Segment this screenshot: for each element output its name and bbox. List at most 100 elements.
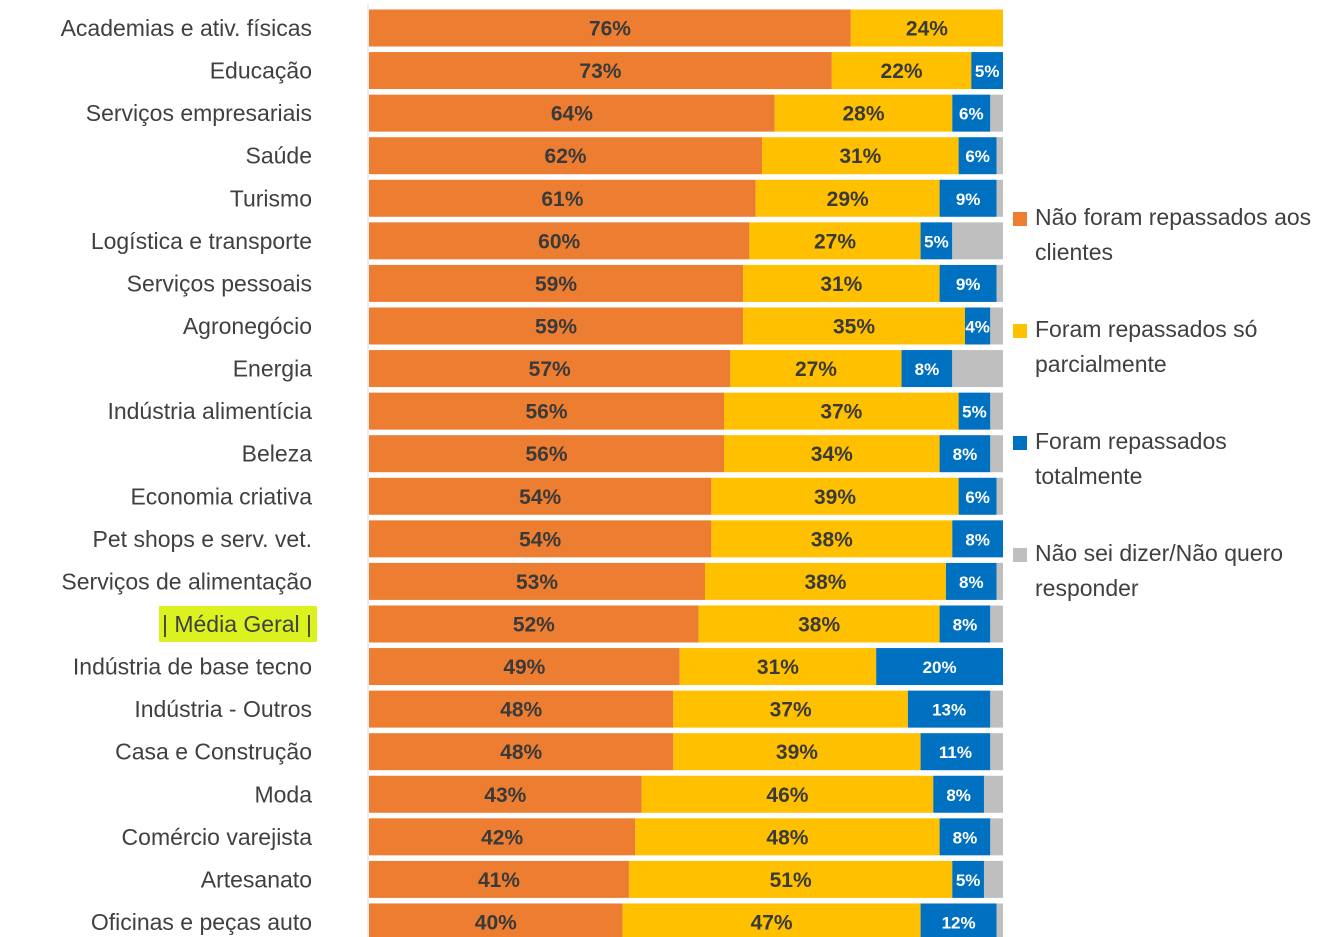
bar-segment xyxy=(907,690,991,728)
data-label: 8% xyxy=(959,573,984,592)
bar-segment xyxy=(971,52,1003,90)
bar-segment xyxy=(679,648,877,686)
category-label: Casa e Construção xyxy=(115,739,312,765)
category-label: Pet shops e serv. vet. xyxy=(93,526,312,552)
category-label: Artesanato xyxy=(201,866,312,892)
bar-segment xyxy=(369,9,851,47)
data-label: 9% xyxy=(956,275,981,294)
category-label: Serviços de alimentação xyxy=(61,568,312,594)
data-label: 40% xyxy=(475,911,517,934)
data-label: 64% xyxy=(551,103,593,126)
data-label: 38% xyxy=(811,528,853,551)
data-label: 54% xyxy=(519,528,561,551)
data-label: 6% xyxy=(965,147,990,166)
bar-segment xyxy=(990,605,1003,643)
bar-segment xyxy=(996,179,1003,217)
highlight xyxy=(158,605,317,642)
category-label: | Média Geral | xyxy=(162,611,312,637)
bar-segment xyxy=(996,264,1003,302)
data-label: 56% xyxy=(526,401,568,424)
data-label: 29% xyxy=(827,188,869,211)
bar-segment xyxy=(990,392,1003,430)
legend-item: Foram repassados totalmente xyxy=(1013,424,1323,536)
bar-segment xyxy=(945,562,997,600)
bar-segment xyxy=(850,9,1003,47)
category-label: Moda xyxy=(254,781,312,807)
category-label: Oficinas e peças auto xyxy=(91,909,312,935)
legend-label: Foram repassados totalmente xyxy=(1035,428,1227,489)
category-label: Agronegócio xyxy=(183,313,312,339)
category-label: Serviços pessoais xyxy=(127,270,312,296)
bar-segment xyxy=(711,520,953,558)
bar-segment xyxy=(952,222,1003,260)
data-label: 62% xyxy=(545,145,587,168)
category-label: Beleza xyxy=(242,441,313,467)
data-label: 8% xyxy=(953,445,978,464)
data-label: 5% xyxy=(962,403,987,422)
data-label: 41% xyxy=(478,869,520,892)
bar-segment xyxy=(939,179,997,217)
bar-segment xyxy=(724,392,959,430)
category-label: Indústria de base tecno xyxy=(73,654,312,680)
category-label: Economia criativa xyxy=(130,483,312,509)
data-label: 38% xyxy=(804,571,846,594)
category-label: Logística e transporte xyxy=(91,228,312,254)
bar-segment xyxy=(983,860,1003,898)
data-label: 56% xyxy=(526,443,568,466)
bar-segment xyxy=(369,222,750,260)
data-label: 8% xyxy=(953,615,978,634)
data-label: 37% xyxy=(820,401,862,424)
data-label: 37% xyxy=(770,699,812,722)
legend-item: Não sei dizer/Não quero responder xyxy=(1013,536,1323,648)
data-label: 27% xyxy=(814,230,856,253)
data-label: 4% xyxy=(965,317,990,336)
chart: Academias e ativ. físicas 76% 24% Educação 7… xyxy=(61,4,1003,937)
data-label: 28% xyxy=(843,103,885,126)
legend-item: Não foram repassados aos clientes xyxy=(1013,200,1323,312)
bar-segment xyxy=(990,94,1003,132)
data-label: 35% xyxy=(833,315,875,338)
data-label: 46% xyxy=(766,784,808,807)
data-label: 12% xyxy=(942,913,976,932)
data-label: 60% xyxy=(538,230,580,253)
data-label: 22% xyxy=(881,60,923,83)
data-label: 43% xyxy=(484,784,526,807)
bar-segment xyxy=(711,477,959,515)
bar-segment xyxy=(933,775,984,813)
data-label: 52% xyxy=(513,613,555,636)
legend-label: Não foram repassados aos clientes xyxy=(1035,204,1312,265)
bar-segment xyxy=(920,733,991,771)
bar-segment xyxy=(939,435,991,473)
category-label: Saúde xyxy=(245,143,312,169)
bar-segment xyxy=(369,307,744,345)
data-label: 8% xyxy=(965,530,990,549)
bar-segment xyxy=(990,818,1003,856)
bar-segment xyxy=(641,775,934,813)
bar-segment xyxy=(939,264,997,302)
bar-segment xyxy=(369,605,699,643)
bar-segment xyxy=(673,733,921,771)
bar-segment xyxy=(369,860,629,898)
bar-segment xyxy=(990,307,1003,345)
bar-segment xyxy=(958,477,997,515)
category-label: Indústria alimentícia xyxy=(107,398,312,424)
data-label: 24% xyxy=(906,18,948,41)
legend-label: Não sei dizer/Não quero responder xyxy=(1035,540,1284,601)
data-label: 38% xyxy=(798,613,840,636)
bar-segment xyxy=(749,222,921,260)
bar-segment xyxy=(901,350,953,388)
legend-swatch xyxy=(1013,324,1027,338)
bar-segment xyxy=(952,350,1003,388)
bar-segment xyxy=(369,903,623,937)
bar-segment xyxy=(698,605,940,643)
data-label: 34% xyxy=(811,443,853,466)
data-label: 5% xyxy=(975,62,1000,81)
data-label: 48% xyxy=(500,741,542,764)
bar-segment xyxy=(958,137,997,175)
bar-segment xyxy=(369,648,680,686)
bar-segment xyxy=(996,903,1003,937)
bar-segment xyxy=(369,264,744,302)
bar-segment xyxy=(724,435,940,473)
bar-segment xyxy=(952,860,984,898)
